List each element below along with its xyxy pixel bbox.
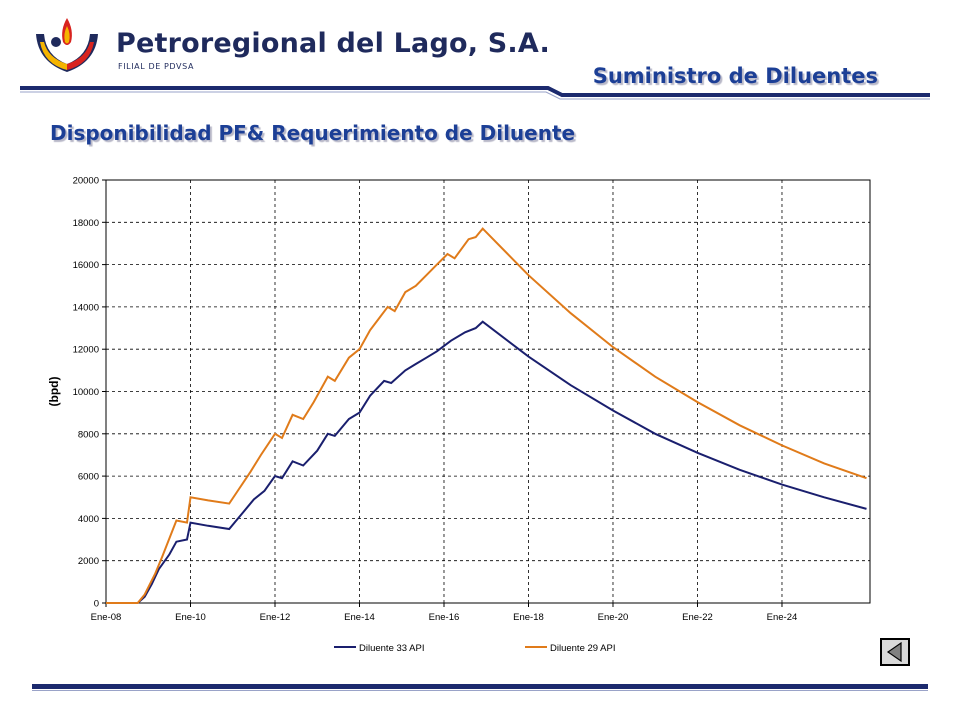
y-tick-label: 16000 <box>73 260 99 271</box>
footer-divider <box>32 684 928 689</box>
x-tick-label: Ene-10 <box>175 612 206 623</box>
section-title: Suministro de Diluentes <box>592 64 878 88</box>
subsidiary-label: FILIAL DE PDVSA <box>118 62 195 71</box>
y-tick-label: 8000 <box>78 429 99 440</box>
slide-title: Disponibilidad PF& Requerimiento de Dilu… <box>50 121 576 145</box>
x-tick-label: Ene-20 <box>598 612 629 623</box>
company-logo <box>36 18 98 72</box>
y-tick-label: 0 <box>94 599 99 610</box>
series-line-2 <box>106 227 867 604</box>
triangle-left-icon <box>886 641 902 663</box>
x-tick-label: Ene-12 <box>260 612 291 623</box>
y-tick-label: 10000 <box>73 387 99 398</box>
x-tick-label: Ene-08 <box>91 612 122 623</box>
y-tick-label: 2000 <box>78 556 99 567</box>
x-tick-label: Ene-24 <box>767 612 798 623</box>
y-tick-label: 4000 <box>78 514 99 525</box>
y-tick-label: 6000 <box>78 472 99 483</box>
x-tick-label: Ene-14 <box>344 612 375 623</box>
legend-label: Diluente 33 API <box>359 643 425 654</box>
y-tick-label: 18000 <box>73 218 99 229</box>
x-tick-label: Ene-18 <box>513 612 544 623</box>
x-tick-label: Ene-22 <box>682 612 713 623</box>
y-tick-label: 14000 <box>73 302 99 313</box>
y-axis-label: (bpd) <box>47 377 61 407</box>
x-tick-label: Ene-16 <box>429 612 460 623</box>
series-line-1 <box>106 320 867 604</box>
y-tick-label: 20000 <box>73 176 99 187</box>
company-name: Petroregional del Lago, S.A. <box>116 28 550 59</box>
back-button[interactable] <box>880 638 910 666</box>
header-divider <box>20 86 930 100</box>
legend-label: Diluente 29 API <box>550 643 616 654</box>
y-tick-label: 12000 <box>73 345 99 356</box>
footer-divider-thin <box>32 690 928 691</box>
